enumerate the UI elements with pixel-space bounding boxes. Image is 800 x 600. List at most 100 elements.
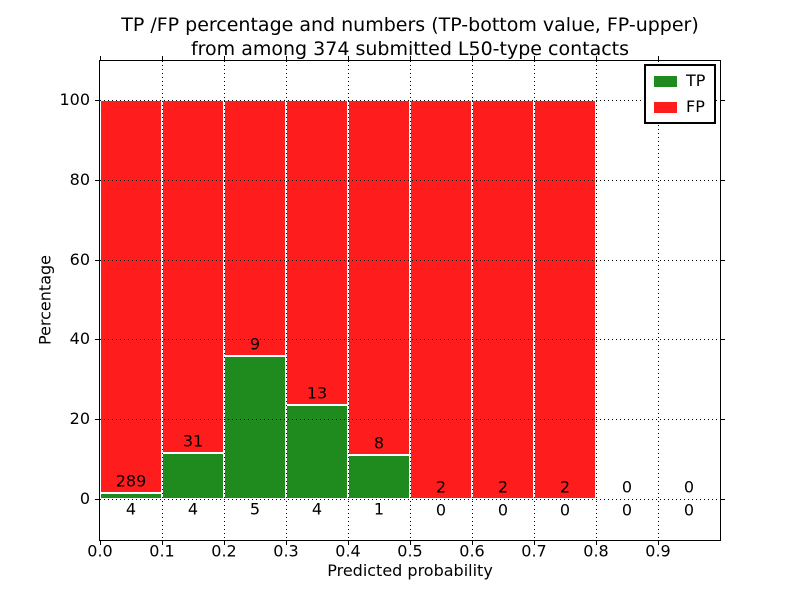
y-tick-mark-left	[95, 100, 99, 102]
x-tick-mark-top	[348, 56, 349, 60]
y-tick-mark-left	[95, 339, 99, 341]
x-tick-mark-bottom	[534, 541, 535, 545]
x-tick-mark-bottom	[658, 541, 659, 545]
x-tick-label: 0.7	[521, 541, 547, 561]
gridline-vertical	[224, 61, 225, 540]
legend: TP FP	[644, 64, 716, 124]
legend-item-tp: TP	[654, 71, 706, 91]
chart-subtitle: from among 374 submitted L50-type contac…	[190, 38, 630, 60]
y-tick-mark-right	[721, 179, 725, 181]
fp-count-label: 0	[621, 477, 633, 497]
x-tick-label: 0.3	[273, 541, 299, 561]
x-tick-mark-bottom	[596, 541, 597, 545]
gridline-vertical	[472, 61, 473, 540]
y-tick-mark-right	[721, 339, 725, 341]
x-tick-label: 0.5	[397, 541, 423, 561]
gridline-vertical	[596, 61, 597, 540]
legend-label-tp: TP	[686, 71, 706, 90]
tp-count-label: 1	[373, 499, 385, 519]
gridline-vertical	[286, 61, 287, 540]
fp-count-label: 9	[249, 334, 261, 354]
y-tick-mark-right	[721, 259, 725, 261]
tp-count-label: 0	[435, 500, 447, 520]
tp-count-label: 5	[249, 499, 261, 519]
tp-count-label: 0	[683, 500, 695, 520]
legend-swatch-fp	[654, 101, 677, 113]
tp-count-label: 4	[125, 499, 137, 519]
gridline-vertical	[658, 61, 659, 540]
x-tick-mark-top	[100, 56, 101, 60]
tp-count-label: 4	[311, 499, 323, 519]
fp-count-label: 2	[435, 477, 447, 497]
legend-swatch-tp	[654, 75, 677, 87]
tp-count-label: 4	[187, 499, 199, 519]
x-tick-mark-top	[596, 56, 597, 60]
fp-count-label: 0	[683, 477, 695, 497]
x-tick-label: 0.4	[335, 541, 361, 561]
bar-segment-fp	[162, 100, 224, 454]
x-tick-label: 0.1	[149, 541, 175, 561]
fp-count-label: 289	[115, 471, 147, 491]
bar-segment-fp	[100, 100, 162, 494]
x-tick-mark-bottom	[286, 541, 287, 545]
legend-label-fp: FP	[686, 97, 705, 116]
tp-count-label: 0	[497, 500, 509, 520]
fp-count-label: 31	[182, 431, 204, 451]
x-tick-mark-bottom	[472, 541, 473, 545]
bar-segment-fp	[286, 100, 348, 406]
bar-segment-tp	[348, 454, 410, 499]
x-tick-label: 0.9	[645, 541, 671, 561]
bar-segment-fp	[410, 100, 472, 499]
gridline-vertical	[534, 61, 535, 540]
x-tick-mark-top	[472, 56, 473, 60]
x-tick-mark-top	[162, 56, 163, 60]
x-tick-mark-top	[224, 56, 225, 60]
tp-count-label: 0	[621, 500, 633, 520]
x-tick-mark-bottom	[224, 541, 225, 545]
bar-segment-tp	[224, 356, 286, 499]
x-tick-mark-bottom	[162, 541, 163, 545]
y-tick-mark-right	[721, 100, 725, 102]
chart-title: TP /FP percentage and numbers (TP-bottom…	[121, 14, 699, 36]
tp-count-label: 0	[559, 500, 571, 520]
y-tick-mark-left	[95, 259, 99, 261]
chart-title-block: TP /FP percentage and numbers (TP-bottom…	[99, 13, 721, 61]
fp-count-label: 13	[306, 383, 328, 403]
y-tick-mark-left	[95, 419, 99, 421]
x-tick-mark-top	[534, 56, 535, 60]
y-tick-mark-left	[95, 179, 99, 181]
x-tick-mark-top	[410, 56, 411, 60]
gridline-vertical	[348, 61, 349, 540]
y-tick-mark-left	[95, 498, 99, 500]
bar-segment-fp	[348, 100, 410, 455]
y-tick-label: 100	[59, 90, 90, 110]
y-tick-label: 20	[69, 409, 90, 429]
x-tick-label: 0.2	[211, 541, 237, 561]
bar-segment-tp	[100, 493, 162, 499]
y-tick-label: 80	[69, 169, 90, 189]
fp-count-label: 2	[497, 477, 509, 497]
bar-segment-tp	[162, 453, 224, 499]
x-tick-mark-top	[658, 56, 659, 60]
x-tick-label: 0.6	[459, 541, 485, 561]
y-tick-label: 60	[69, 249, 90, 269]
x-tick-label: 0.8	[583, 541, 609, 561]
x-tick-mark-top	[286, 56, 287, 60]
y-tick-mark-right	[721, 498, 725, 500]
y-tick-mark-right	[721, 419, 725, 421]
legend-item-fp: FP	[654, 97, 706, 117]
x-tick-mark-bottom	[410, 541, 411, 545]
y-tick-label: 0	[79, 488, 90, 508]
bar-segment-fp	[534, 100, 596, 499]
gridline-vertical	[410, 61, 411, 540]
x-tick-label: 0.0	[87, 541, 113, 561]
y-tick-label: 40	[69, 329, 90, 349]
x-tick-mark-bottom	[100, 541, 101, 545]
x-tick-mark-bottom	[348, 541, 349, 545]
bar-segment-fp	[472, 100, 534, 499]
x-axis-label: Predicted probability	[327, 561, 493, 580]
bar-segment-fp	[224, 100, 286, 357]
gridline-vertical	[162, 61, 163, 540]
plot-area: TP FP 0 20 40 60 80 100 0.0 0.1 0.2 0.3 0.4 0.5 0.6 0…	[59, 56, 725, 561]
